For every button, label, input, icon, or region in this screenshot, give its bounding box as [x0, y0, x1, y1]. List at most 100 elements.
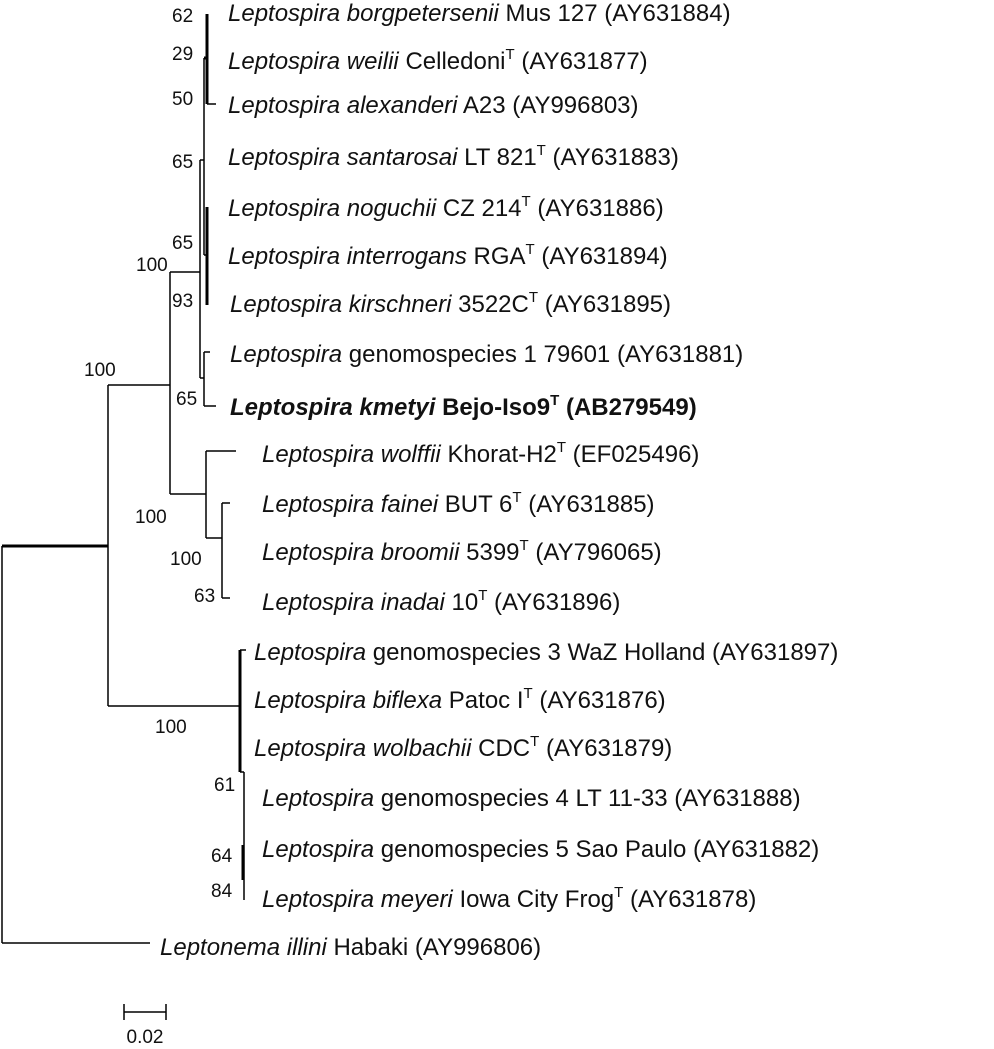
taxon-label: Leptospira inadai 10T (AY631896) [262, 587, 620, 616]
tree-branches [1, 14, 246, 944]
taxon-accession: (AB279549) [566, 394, 697, 421]
taxon-accession: (AY631885) [528, 491, 654, 518]
taxon-genus: Leptospira [262, 886, 374, 913]
taxon-strain: genomospecies 3 WaZ Holland [373, 639, 706, 666]
taxon-accession: (AY631894) [541, 243, 667, 270]
taxon-label: Leptospira alexanderi A23 (AY996803) [228, 92, 639, 119]
bootstrap-value: 100 [135, 507, 167, 528]
type-strain-mark: T [522, 193, 531, 210]
taxon-genus: Leptospira [230, 341, 342, 368]
type-strain-mark: T [550, 392, 559, 409]
taxon-strain: Celledoni [405, 48, 505, 75]
taxon-label: Leptospira wolffii Khorat-H2T (EF025496) [262, 439, 699, 468]
taxon-accession: (AY631895) [545, 291, 671, 318]
taxon-species: borgpetersenii [347, 0, 500, 27]
taxon-accession: (AY631879) [546, 735, 672, 762]
taxon-label: Leptospira kmetyi Bejo-Iso9T (AB279549) [230, 392, 697, 421]
type-strain-mark: T [512, 489, 521, 506]
taxon-accession: (AY631882) [693, 836, 819, 863]
taxon-species: alexanderi [347, 92, 458, 119]
taxon-species: wolffii [381, 441, 442, 468]
taxon-label: Leptospira genomospecies 5 Sao Paulo (AY… [262, 836, 819, 863]
taxon-species: santarosai [347, 144, 458, 171]
type-strain-mark: T [557, 439, 566, 456]
bootstrap-value: 100 [84, 360, 116, 381]
taxon-genus: Leptospira [228, 48, 340, 75]
bootstrap-value: 61 [214, 775, 235, 796]
taxon-species: noguchii [347, 195, 437, 222]
taxon-strain: genomospecies 1 79601 [349, 341, 611, 368]
taxon-strain: 5399 [466, 539, 519, 566]
taxon-accession: (AY631883) [553, 144, 679, 171]
taxon-species: wolbachii [373, 735, 472, 762]
taxon-strain: Bejo-Iso9 [442, 394, 550, 421]
taxon-accession: (AY631897) [712, 639, 838, 666]
taxon-accession: (AY631878) [630, 886, 756, 913]
type-strain-mark: T [524, 685, 533, 702]
taxon-label: Leptospira genomospecies 1 79601 (AY6318… [230, 341, 743, 368]
taxon-strain: LT 821 [464, 144, 537, 171]
type-strain-mark: T [526, 241, 535, 258]
taxon-label: Leptospira noguchii CZ 214T (AY631886) [228, 193, 664, 222]
taxon-accession: (AY631896) [494, 589, 620, 616]
taxon-species: interrogans [347, 243, 467, 270]
taxon-genus: Leptospira [262, 441, 374, 468]
taxon-species: kirschneri [349, 291, 452, 318]
taxon-species: illini [287, 934, 328, 961]
bootstrap-value: 100 [170, 549, 202, 570]
taxon-label: Leptospira broomii 5399T (AY796065) [262, 537, 662, 566]
taxon-label: Leptospira genomospecies 3 WaZ Holland (… [254, 639, 838, 666]
taxon-strain: CDC [478, 735, 530, 762]
taxon-strain: A23 [463, 92, 506, 119]
taxon-genus: Leptospira [228, 144, 340, 171]
taxon-accession: (AY631888) [674, 785, 800, 812]
type-strain-mark: T [478, 587, 487, 604]
scale-bar: 0.02 [123, 1004, 167, 1048]
taxon-species: inadai [381, 589, 446, 616]
type-strain-mark: T [530, 733, 539, 750]
taxon-accession: (AY631884) [604, 0, 730, 27]
taxon-label: Leptospira interrogans RGAT (AY631894) [228, 241, 668, 270]
taxon-label: Leptospira biflexa Patoc IT (AY631876) [254, 685, 666, 714]
taxon-accession: (EF025496) [573, 441, 700, 468]
taxon-accession: (AY631881) [617, 341, 743, 368]
bootstrap-value: 65 [172, 152, 193, 173]
taxon-genus: Leptospira [230, 291, 342, 318]
taxon-species: fainei [381, 491, 439, 518]
bootstrap-value: 93 [172, 291, 193, 312]
taxon-label: Leptonema illini Habaki (AY996806) [160, 934, 541, 961]
taxon-label: Leptospira genomospecies 4 LT 11-33 (AY6… [262, 785, 801, 812]
taxon-accession: (AY631877) [521, 48, 647, 75]
taxon-label: Leptospira meyeri Iowa City FrogT (AY631… [262, 884, 756, 913]
bootstrap-value: 65 [172, 233, 193, 254]
type-strain-mark: T [529, 289, 538, 306]
bootstrap-value: 100 [136, 255, 168, 276]
taxon-genus: Leptospira [228, 0, 340, 27]
taxon-strain: RGA [474, 243, 526, 270]
type-strain-mark: T [537, 142, 546, 159]
taxon-genus: Leptospira [254, 687, 366, 714]
taxon-strain: genomospecies 5 Sao Paulo [381, 836, 687, 863]
taxon-label: Leptospira santarosai LT 821T (AY631883) [228, 142, 679, 171]
taxon-accession: (AY631886) [537, 195, 663, 222]
type-strain-mark: T [506, 46, 515, 63]
taxon-strain: 3522C [458, 291, 529, 318]
bootstrap-value: 63 [194, 586, 215, 607]
taxon-strain: Habaki [333, 934, 408, 961]
bootstrap-value: 50 [172, 89, 193, 110]
bootstrap-value: 64 [211, 846, 233, 867]
bootstrap-value: 29 [172, 44, 193, 65]
type-strain-mark: T [614, 884, 623, 901]
taxon-genus: Leptospira [254, 639, 366, 666]
taxon-accession: (AY631876) [539, 687, 665, 714]
taxon-species: meyeri [381, 886, 454, 913]
taxon-genus: Leptospira [228, 243, 340, 270]
taxon-label: Leptospira weilii CelledoniT (AY631877) [228, 46, 648, 75]
taxon-species: weilii [347, 48, 400, 75]
taxon-accession: (AY996803) [512, 92, 638, 119]
taxon-genus: Leptospira [230, 394, 353, 421]
taxon-species: kmetyi [359, 394, 436, 421]
taxon-strain: BUT 6 [445, 491, 513, 518]
taxon-strain: CZ 214 [443, 195, 522, 222]
